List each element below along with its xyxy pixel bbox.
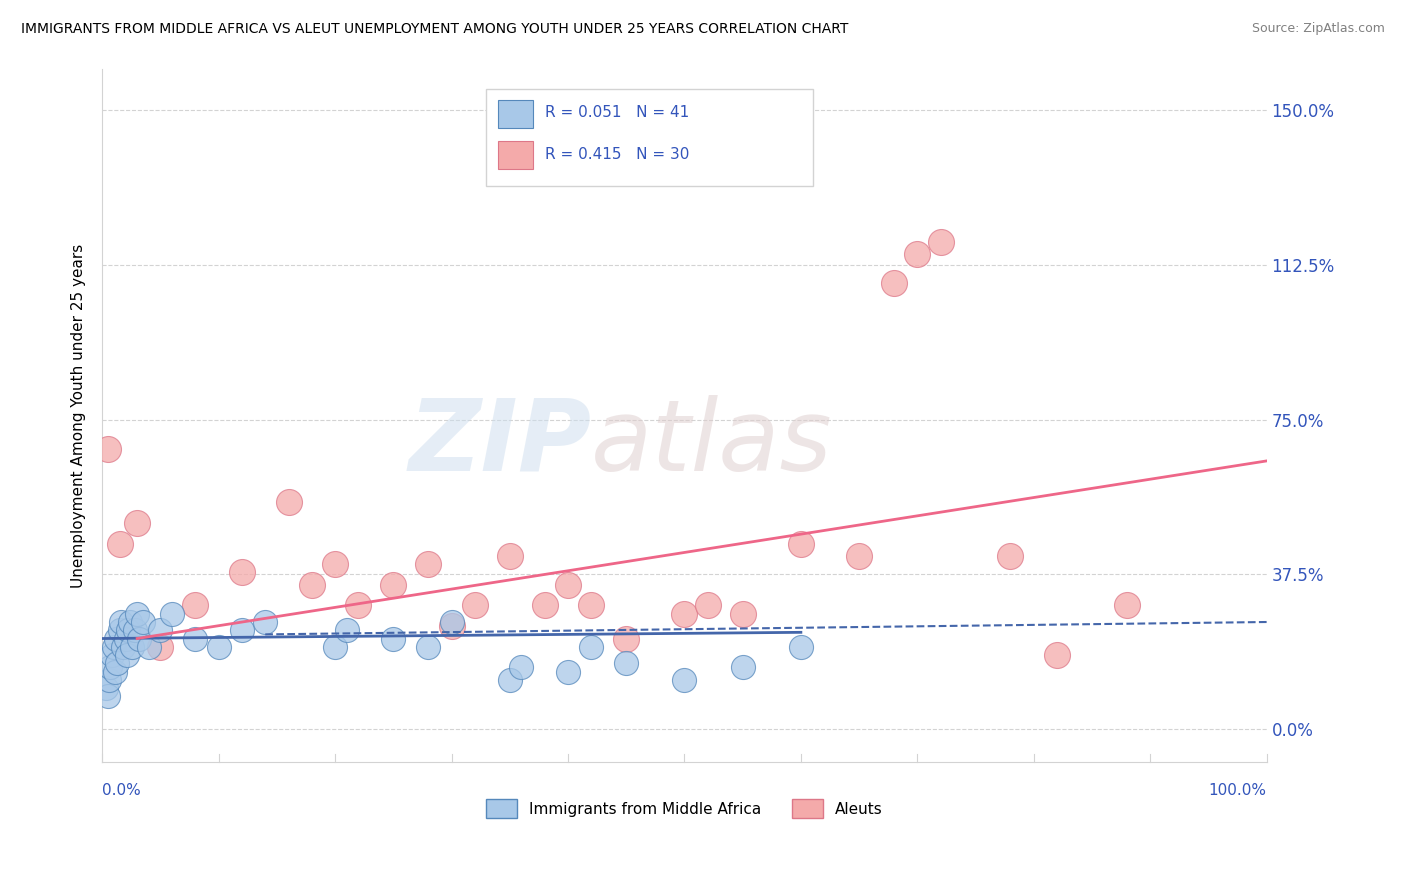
Point	[184, 599, 207, 613]
Point	[104, 665, 127, 679]
Point	[696, 599, 718, 613]
Point	[108, 536, 131, 550]
Point	[382, 578, 405, 592]
Text: ZIP: ZIP	[408, 395, 592, 491]
Point	[97, 442, 120, 456]
Y-axis label: Unemployment Among Youth under 25 years: Unemployment Among Youth under 25 years	[72, 244, 86, 588]
Point	[115, 648, 138, 662]
Text: R = 0.051   N = 41: R = 0.051 N = 41	[544, 105, 689, 120]
Point	[127, 516, 149, 530]
Point	[160, 607, 183, 621]
Point	[848, 549, 870, 563]
Point	[108, 624, 131, 638]
Point	[100, 648, 122, 662]
Point	[121, 640, 143, 654]
Point	[614, 657, 637, 671]
Point	[905, 247, 928, 261]
Point	[103, 640, 125, 654]
Point	[128, 632, 150, 646]
Point	[731, 660, 754, 674]
Point	[440, 615, 463, 629]
Point	[499, 673, 522, 687]
Point	[231, 624, 253, 638]
Point	[323, 640, 346, 654]
Point	[418, 640, 440, 654]
Point	[440, 619, 463, 633]
Point	[112, 640, 135, 654]
Text: atlas: atlas	[592, 395, 832, 491]
Point	[114, 632, 136, 646]
Point	[790, 640, 813, 654]
Text: 100.0%: 100.0%	[1209, 783, 1267, 798]
Text: Source: ZipAtlas.com: Source: ZipAtlas.com	[1251, 22, 1385, 36]
Point	[105, 657, 128, 671]
Point	[673, 607, 696, 621]
Point	[731, 607, 754, 621]
Point	[94, 681, 117, 695]
Point	[614, 632, 637, 646]
Point	[208, 640, 231, 654]
Point	[277, 495, 299, 509]
Point	[382, 632, 405, 646]
Text: IMMIGRANTS FROM MIDDLE AFRICA VS ALEUT UNEMPLOYMENT AMONG YOUTH UNDER 25 YEARS C: IMMIGRANTS FROM MIDDLE AFRICA VS ALEUT U…	[21, 22, 848, 37]
Point	[1116, 599, 1139, 613]
Point	[184, 632, 207, 646]
Point	[117, 624, 139, 638]
Point	[581, 640, 603, 654]
Point	[127, 607, 149, 621]
FancyBboxPatch shape	[498, 141, 533, 169]
Point	[418, 557, 440, 571]
Point	[120, 615, 142, 629]
Point	[124, 624, 146, 638]
Point	[98, 673, 121, 687]
Point	[138, 640, 160, 654]
Point	[231, 566, 253, 580]
Point	[149, 640, 172, 654]
Point	[254, 615, 277, 629]
Point	[132, 615, 155, 629]
Point	[97, 690, 120, 704]
Point	[464, 599, 486, 613]
Point	[110, 615, 132, 629]
Point	[673, 673, 696, 687]
Point	[1046, 648, 1069, 662]
Legend: Immigrants from Middle Africa, Aleuts: Immigrants from Middle Africa, Aleuts	[481, 793, 889, 824]
Text: R = 0.415   N = 30: R = 0.415 N = 30	[544, 147, 689, 162]
Point	[533, 599, 555, 613]
Point	[1000, 549, 1022, 563]
Point	[790, 536, 813, 550]
Point	[98, 660, 121, 674]
Point	[581, 599, 603, 613]
Point	[557, 578, 579, 592]
Point	[557, 665, 579, 679]
Point	[149, 624, 172, 638]
Point	[347, 599, 370, 613]
FancyBboxPatch shape	[486, 89, 813, 186]
Point	[499, 549, 522, 563]
Text: 0.0%: 0.0%	[103, 783, 141, 798]
Point	[336, 624, 359, 638]
Point	[510, 660, 533, 674]
Point	[883, 277, 905, 291]
FancyBboxPatch shape	[498, 100, 533, 128]
Point	[929, 235, 952, 249]
Point	[301, 578, 323, 592]
Point	[323, 557, 346, 571]
Point	[105, 632, 128, 646]
